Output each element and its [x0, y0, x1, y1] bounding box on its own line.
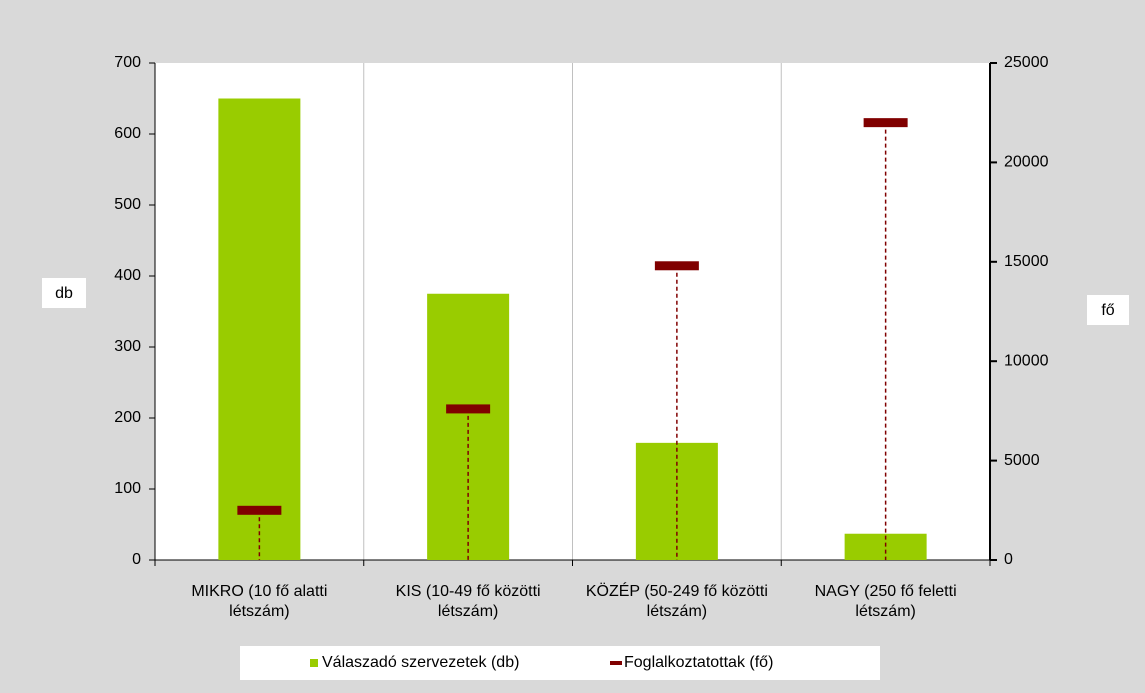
- legend-label: Válaszadó szervezetek (db): [322, 654, 519, 671]
- legend-swatch: [610, 661, 622, 665]
- y-tick-label: 200: [114, 409, 141, 426]
- marker: [237, 505, 282, 515]
- y-tick-label: 500: [114, 196, 141, 213]
- legend-swatch: [310, 659, 318, 667]
- y-tick-label: 700: [114, 54, 141, 71]
- y2-tick-label: 25000: [1004, 54, 1049, 71]
- y-tick-label: 400: [114, 267, 141, 284]
- marker: [863, 118, 908, 128]
- bar: [218, 98, 301, 560]
- y-axis-label: db: [55, 285, 73, 302]
- y-tick-label: 100: [114, 480, 141, 497]
- y2-tick-label: 0: [1004, 551, 1013, 568]
- y2-tick-label: 20000: [1004, 154, 1049, 171]
- x-tick-label: MIKRO (10 fő alatti létszám): [191, 583, 328, 620]
- x-tick-label: KÖZÉP (50-249 fő közötti létszám): [585, 583, 768, 620]
- legend: [240, 646, 880, 680]
- x-tick-label: NAGY (250 fő feletti létszám): [814, 583, 957, 620]
- y2-tick-label: 15000: [1004, 253, 1049, 270]
- legend-label: Foglalkoztatottak (fő): [624, 654, 773, 671]
- marker: [446, 404, 491, 414]
- y-tick-label: 0: [132, 551, 141, 568]
- marker: [654, 261, 699, 271]
- y-tick-label: 600: [114, 125, 141, 142]
- y2-tick-label: 5000: [1004, 452, 1040, 469]
- y-label-box: [42, 278, 86, 308]
- x-tick-label: KIS (10-49 fő közötti létszám): [395, 583, 541, 620]
- y2-axis-label: fő: [1101, 302, 1114, 319]
- y2-tick-label: 10000: [1004, 352, 1049, 369]
- y2-label-box: [1087, 295, 1129, 325]
- y-tick-label: 300: [114, 338, 141, 355]
